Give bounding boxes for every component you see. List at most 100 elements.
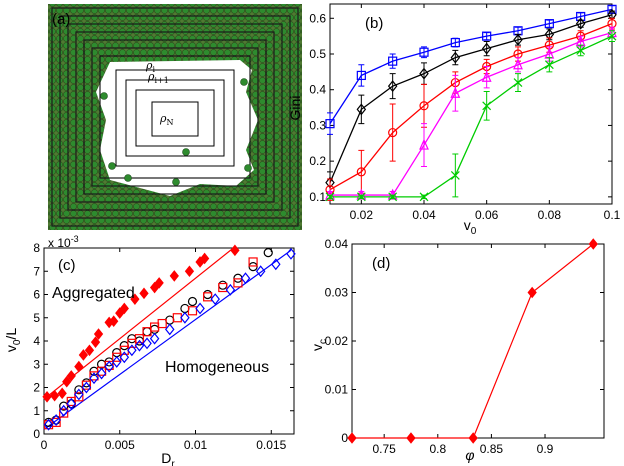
data-point: [544, 60, 554, 70]
annotation-aggregated: Aggregated: [52, 285, 135, 302]
data-point: [419, 101, 429, 111]
data-point: [588, 238, 598, 250]
x-tick-label: 0.06: [475, 208, 499, 222]
data-point: [84, 344, 95, 357]
concentric-rings: [51, 7, 299, 227]
panel-c-y-multiplier: x 10-3: [48, 234, 79, 250]
data-point: [109, 315, 119, 328]
data-point: [218, 282, 228, 293]
y-tick-label: 0.04: [325, 237, 349, 251]
data-point: [195, 302, 205, 315]
panel-b-series: [325, 4, 617, 202]
data-point: [450, 86, 461, 98]
x-tick-label: 0.005: [105, 438, 135, 452]
data-point: [74, 388, 84, 401]
data-point: [240, 272, 251, 285]
data-point: [388, 127, 398, 138]
data-point: [142, 327, 152, 337]
data-point: [356, 70, 366, 81]
y-tick-label: 0: [33, 427, 40, 441]
panel-b-axes-frame: [329, 3, 613, 205]
data-point: [248, 257, 258, 267]
error-bar: [358, 94, 365, 125]
error-bar: [421, 123, 427, 167]
error-bar: [483, 66, 490, 89]
data-point: [210, 293, 220, 306]
data-point: [576, 46, 586, 55]
inner-rings: [115, 69, 235, 167]
data-point: [74, 392, 84, 402]
series-line: [329, 14, 613, 183]
x-tick-label: 0.9: [537, 442, 554, 456]
y-tick-label: 0.02: [325, 334, 349, 348]
data-point: [248, 262, 258, 272]
data-point: [513, 78, 523, 87]
data-point: [89, 372, 99, 385]
y-tick-label: 0.6: [309, 11, 326, 25]
x-tick-label: 0.8: [429, 442, 446, 456]
data-point: [450, 51, 461, 64]
fit-line: [43, 249, 292, 430]
data-point: [356, 192, 366, 202]
panel-d-label: (d): [372, 255, 390, 272]
panel-b-label: (b): [365, 15, 383, 32]
y-tick-label: 2: [33, 381, 40, 395]
y-tick-label: 1: [33, 404, 40, 418]
data-point: [203, 292, 213, 302]
data-point: [513, 58, 523, 70]
data-point: [225, 283, 236, 296]
data-point: [607, 31, 617, 41]
y-tick-label: 4: [33, 334, 40, 348]
data-point: [482, 101, 492, 111]
data-point: [66, 397, 77, 410]
data-point: [119, 302, 129, 315]
y-tick-label: 0.03: [325, 286, 349, 300]
data-point: [119, 351, 130, 364]
error-bar: [358, 64, 365, 87]
data-point: [388, 56, 398, 66]
x-tick-label: 0.01: [184, 438, 208, 452]
data-point: [42, 390, 52, 403]
data-point: [93, 328, 104, 340]
data-point: [184, 265, 195, 278]
data-point: [180, 311, 190, 324]
y-tick-label: 0.01: [325, 383, 349, 397]
error-bar: [389, 103, 396, 162]
data-point: [387, 80, 398, 93]
error-bar: [389, 53, 396, 69]
data-point: [66, 396, 76, 407]
data-point: [271, 258, 281, 271]
data-point: [356, 103, 367, 116]
y-tick-label: 0.5: [309, 47, 326, 61]
data-point: [51, 414, 61, 427]
data-point: [481, 42, 492, 55]
error-bar: [327, 112, 333, 135]
data-point: [347, 432, 357, 444]
data-point: [142, 337, 152, 350]
data-point: [90, 336, 101, 348]
data-point: [575, 17, 586, 30]
data-point: [111, 355, 122, 368]
panel-c-series: [42, 244, 296, 431]
y-tick-label: 0.4: [309, 83, 326, 97]
data-point: [57, 387, 67, 400]
data-point: [134, 334, 145, 344]
data-point: [74, 360, 84, 373]
data-point: [130, 293, 140, 305]
series-line: [329, 23, 613, 191]
panel-c-ticks: 0 0.005 0.01 0.015 0 1 2 3 4 5 6 7 8: [33, 241, 294, 452]
data-point: [419, 67, 429, 80]
panel-d-series: [347, 238, 598, 444]
data-point: [74, 385, 84, 395]
panel-c-chart: 0 0.005 0.01 0.015 0 1 2 3 4 5 6 7 8 x 10-3 (c) Aggr…: [3, 234, 296, 466]
data-point: [66, 370, 76, 382]
x-tick-label: 0.04: [412, 208, 436, 222]
data-point: [450, 37, 460, 48]
y-tick-label: 7: [33, 264, 40, 278]
y-tick-label: 0.1: [309, 190, 326, 204]
data-point: [388, 192, 398, 202]
panel-c-ylabel: v0/L: [3, 328, 23, 352]
x-tick-label: 0.75: [372, 442, 396, 456]
data-point: [482, 31, 492, 41]
